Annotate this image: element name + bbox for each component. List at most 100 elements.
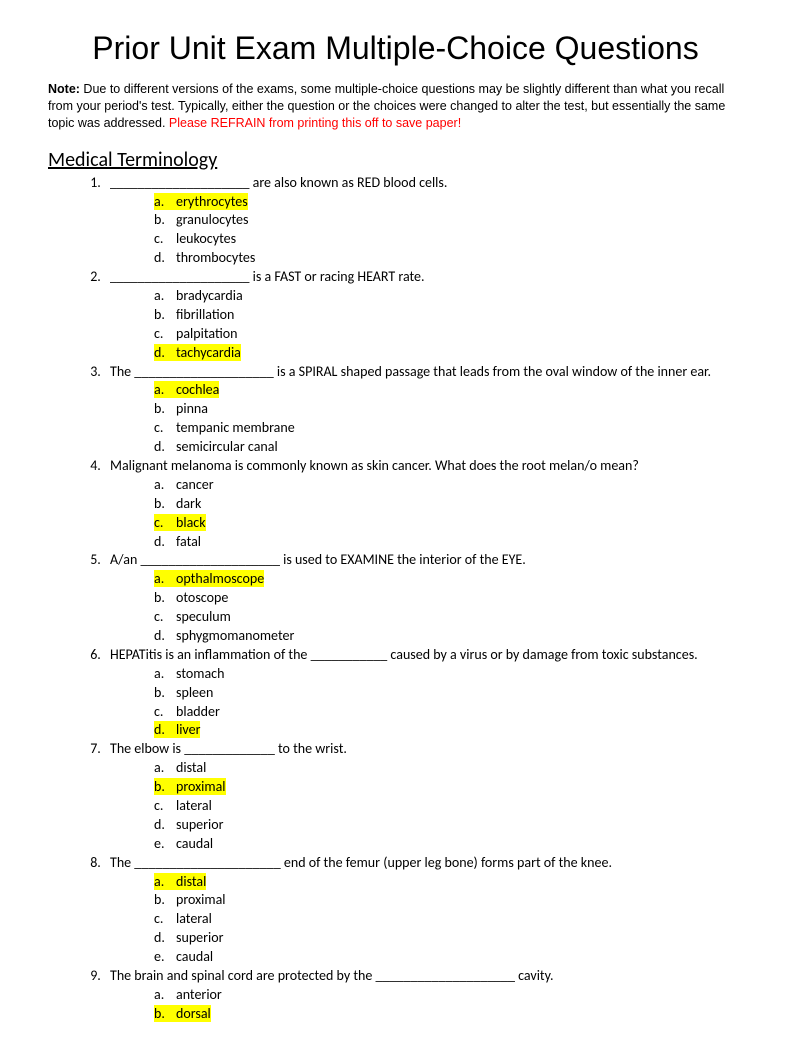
note-warning: Please REFRAIN from printing this off to… (169, 116, 461, 130)
option-letter: d. (154, 929, 176, 948)
option-letter: a. (154, 287, 176, 306)
option-plain: d.superior (154, 929, 224, 946)
option-text: liver (176, 721, 200, 738)
option-item: b.dark (154, 495, 743, 514)
option-letter: c. (154, 910, 176, 929)
option-item: a.cancer (154, 476, 743, 495)
question-stem: The elbow is _____________ to the wrist. (110, 740, 347, 757)
question-stem: The ____________________ is a SPIRAL sha… (110, 363, 711, 380)
option-item: c.leukocytes (154, 230, 743, 249)
option-plain: c.lateral (154, 910, 212, 927)
option-text: cochlea (176, 381, 219, 398)
option-plain: d.superior (154, 816, 224, 833)
question-item: The brain and spinal cord are protected … (104, 967, 743, 1024)
option-item: d.superior (154, 929, 743, 948)
option-highlighted: d.tachycardia (154, 344, 241, 361)
option-letter: d. (154, 249, 176, 268)
option-item: d.sphygmomanometer (154, 627, 743, 646)
option-plain: e.caudal (154, 948, 213, 965)
option-letter: a. (154, 476, 176, 495)
question-stem: The _____________________ end of the fem… (110, 854, 612, 871)
note-paragraph: Note: Due to different versions of the e… (48, 81, 743, 132)
option-text: thrombocytes (176, 249, 255, 266)
option-highlighted: c.black (154, 514, 206, 531)
section-heading: Medical Terminology (48, 148, 743, 172)
option-plain: b.granulocytes (154, 211, 249, 228)
option-letter: b. (154, 211, 176, 230)
option-item: c.speculum (154, 608, 743, 627)
option-item: d.thrombocytes (154, 249, 743, 268)
option-letter: c. (154, 230, 176, 249)
option-highlighted: b.proximal (154, 778, 226, 795)
option-plain: a.anterior (154, 986, 222, 1003)
option-letter: c. (154, 325, 176, 344)
option-letter: a. (154, 193, 176, 212)
option-letter: d. (154, 627, 176, 646)
option-item: a.distal (154, 759, 743, 778)
option-letter: e. (154, 835, 176, 854)
option-letter: c. (154, 797, 176, 816)
option-letter: c. (154, 703, 176, 722)
option-letter: b. (154, 589, 176, 608)
option-text: superior (176, 816, 224, 833)
option-plain: c.tempanic membrane (154, 419, 295, 436)
question-item: HEPATitis is an inflammation of the ____… (104, 646, 743, 740)
option-highlighted: a.opthalmoscope (154, 570, 264, 587)
option-text: bladder (176, 703, 220, 720)
option-letter: b. (154, 684, 176, 703)
question-item: Malignant melanoma is commonly known as … (104, 457, 743, 551)
option-plain: c.leukocytes (154, 230, 236, 247)
option-item: b.proximal (154, 778, 743, 797)
note-label: Note: (48, 82, 80, 96)
option-item: a.erythrocytes (154, 193, 743, 212)
option-text: proximal (176, 778, 226, 795)
option-letter: c. (154, 419, 176, 438)
option-text: pinna (176, 400, 208, 417)
option-letter: c. (154, 608, 176, 627)
option-item: c.black (154, 514, 743, 533)
option-item: a.bradycardia (154, 287, 743, 306)
option-plain: a.stomach (154, 665, 224, 682)
option-plain: a.cancer (154, 476, 214, 493)
option-highlighted: b.dorsal (154, 1005, 211, 1022)
option-text: tachycardia (176, 344, 241, 361)
option-text: caudal (176, 948, 213, 965)
option-list: a.distalb.proximalc.laterald.superiore.c… (110, 759, 743, 853)
option-letter: e. (154, 948, 176, 967)
option-text: otoscope (176, 589, 228, 606)
option-letter: a. (154, 570, 176, 589)
question-item: The elbow is _____________ to the wrist.… (104, 740, 743, 853)
option-letter: a. (154, 759, 176, 778)
option-list: a.stomach b.spleen c.bladderd.liver (110, 665, 743, 741)
option-plain: a.distal (154, 759, 206, 776)
option-letter: a. (154, 986, 176, 1005)
option-text: proximal (176, 891, 226, 908)
option-text: palpitation (176, 325, 237, 342)
question-stem: ____________________ are also known as R… (110, 174, 447, 191)
question-stem: HEPATitis is an inflammation of the ____… (110, 646, 698, 663)
option-text: leukocytes (176, 230, 236, 247)
option-letter: c. (154, 514, 176, 533)
option-plain: b.spleen (154, 684, 213, 701)
option-highlighted: a.distal (154, 873, 206, 890)
option-list: a.distalb.proximalc.laterald.superiore.c… (110, 873, 743, 967)
option-list: a.cancer b.darkc.black d.fatal (110, 476, 743, 552)
question-stem: ____________________ is a FAST or racing… (110, 268, 425, 285)
option-highlighted: d.liver (154, 721, 200, 738)
option-letter: b. (154, 495, 176, 514)
option-text: superior (176, 929, 224, 946)
option-plain: b.pinna (154, 400, 208, 417)
option-item: a.stomach (154, 665, 743, 684)
option-plain: d.sphygmomanometer (154, 627, 294, 644)
option-list: a.cochleab.pinnac.tempanic membraned.sem… (110, 381, 743, 457)
option-item: a.anterior (154, 986, 743, 1005)
option-plain: d.semicircular canal (154, 438, 278, 455)
option-text: anterior (176, 986, 222, 1003)
option-letter: a. (154, 665, 176, 684)
option-item: b.proximal (154, 891, 743, 910)
option-item: d.superior (154, 816, 743, 835)
option-text: distal (176, 759, 206, 776)
option-letter: d. (154, 533, 176, 552)
option-list: a.erythrocytesb.granulocytes c.leukocytes… (110, 193, 743, 269)
option-plain: d.fatal (154, 533, 201, 550)
